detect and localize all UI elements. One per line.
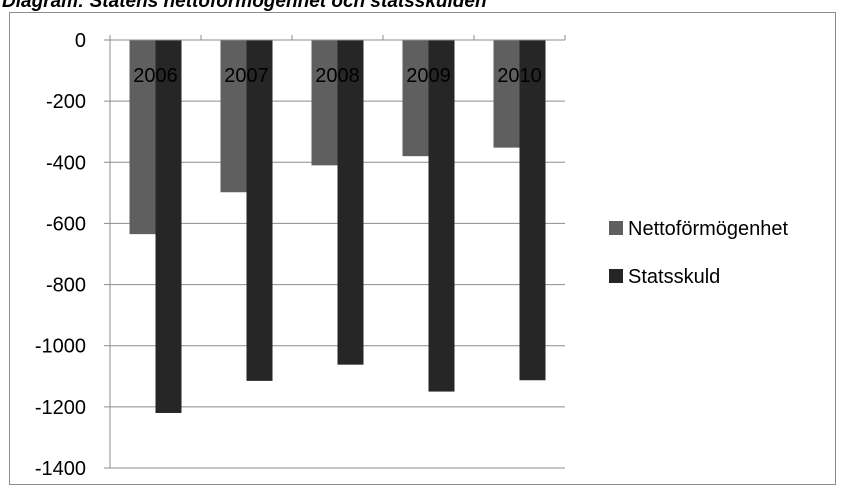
y-tick-label: 0 — [75, 30, 86, 52]
y-tick-label: -1000 — [35, 336, 86, 358]
bar-nettoförmögenhet-2010 — [493, 40, 520, 148]
category-label: 2010 — [497, 65, 542, 87]
chart-title: Diagram: Statens nettoförmögenhet och st… — [2, 0, 487, 12]
legend: Nettoförmögenhet Statsskuld — [609, 218, 789, 288]
category-label: 2007 — [224, 65, 269, 87]
legend-swatch — [609, 269, 623, 283]
bars — [129, 40, 546, 413]
bar-statsskuld-2010 — [519, 40, 546, 381]
labels: 0 -200 -400 -600 -800 -1000 -1200 -1400 2006 2007… — [35, 30, 542, 480]
legend-swatch — [609, 221, 623, 235]
y-tick-label: -800 — [46, 275, 86, 297]
bar-nettoförmögenhet-2009 — [402, 40, 429, 157]
y-tick-label: -400 — [46, 152, 86, 174]
y-tick-label: -600 — [46, 213, 86, 235]
bar-nettoförmögenhet-2007 — [220, 40, 247, 193]
y-tick-label: -200 — [46, 91, 86, 113]
bar-statsskuld-2008 — [337, 40, 364, 365]
bar-nettoförmögenhet-2006 — [129, 40, 156, 235]
category-label: 2006 — [133, 65, 178, 87]
bar-statsskuld-2007 — [246, 40, 273, 381]
y-tick-label: -1400 — [35, 458, 86, 480]
legend-label: Nettoförmögenhet — [628, 218, 789, 240]
category-label: 2009 — [406, 65, 451, 87]
axes — [104, 35, 566, 469]
bar-nettoförmögenhet-2008 — [311, 40, 338, 166]
bar-statsskuld-2009 — [428, 40, 455, 392]
y-tick-label: -1200 — [35, 397, 86, 419]
legend-label: Statsskuld — [628, 266, 720, 288]
bar-statsskuld-2006 — [155, 40, 182, 413]
category-label: 2008 — [315, 65, 360, 87]
